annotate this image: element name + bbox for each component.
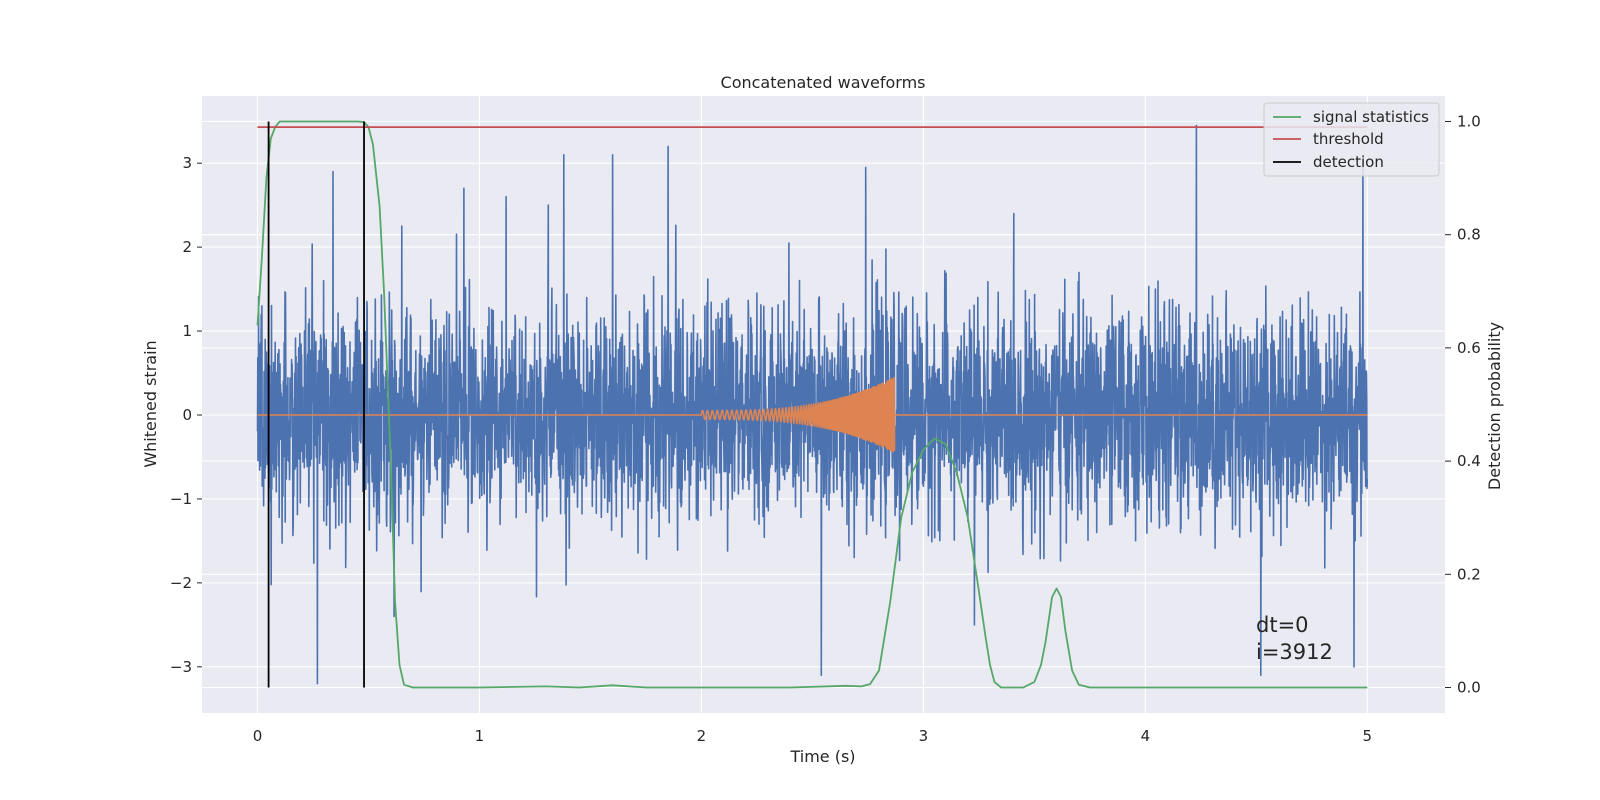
y-tick-label-5: −2 (170, 574, 192, 592)
legend-label-signal-statistics: signal statistics (1313, 108, 1429, 126)
y-tick-label-3: 0 (182, 406, 192, 424)
x-tick-label-4: 4 (1141, 727, 1151, 745)
signal-series-line (257, 376, 1368, 453)
y-tick-label-0: 3 (182, 154, 192, 172)
annotation-dt: dt=0 (1256, 613, 1309, 637)
y2-tick-label-4: 0.2 (1457, 565, 1481, 583)
y2-tick-label-3: 0.4 (1457, 452, 1481, 470)
axes: 0 1 2 3 4 5 3 2 1 0 −1 −2 −3 1.0 0.8 0.6 0.4 0.2 0.0 (170, 112, 1481, 745)
y-axis-label: Whitened strain (141, 340, 160, 467)
y-tick-label-6: −3 (170, 658, 192, 676)
noise-series-line (256, 124, 1369, 685)
legend: signal statistics threshold detection (1263, 102, 1440, 177)
y-tick-label-2: 1 (182, 322, 192, 340)
chart-title: Concatenated waveforms (721, 73, 926, 92)
y2-axis-label: Detection probability (1485, 322, 1504, 490)
legend-box (1263, 102, 1440, 177)
x-tick-label-3: 3 (919, 727, 929, 745)
legend-label-detection: detection (1313, 153, 1384, 171)
x-tick-label-0: 0 (253, 727, 263, 745)
x-tick-label-5: 5 (1363, 727, 1373, 745)
y-tick-label-4: −1 (170, 490, 192, 508)
y2-tick-label-0: 1.0 (1457, 112, 1481, 130)
x-axis-label: Time (s) (789, 747, 855, 766)
y-tick-label-1: 2 (182, 238, 192, 256)
y2-tick-label-1: 0.8 (1457, 226, 1481, 244)
statistics-series-line (256, 120, 1368, 689)
plot-area (256, 120, 1369, 689)
y2-tick-label-5: 0.0 (1457, 679, 1481, 697)
x-tick-label-2: 2 (697, 727, 707, 745)
y2-tick-label-2: 0.6 (1457, 339, 1481, 357)
annotation-index: i=3912 (1256, 640, 1333, 664)
legend-label-threshold: threshold (1313, 130, 1384, 148)
x-tick-label-1: 1 (475, 727, 485, 745)
